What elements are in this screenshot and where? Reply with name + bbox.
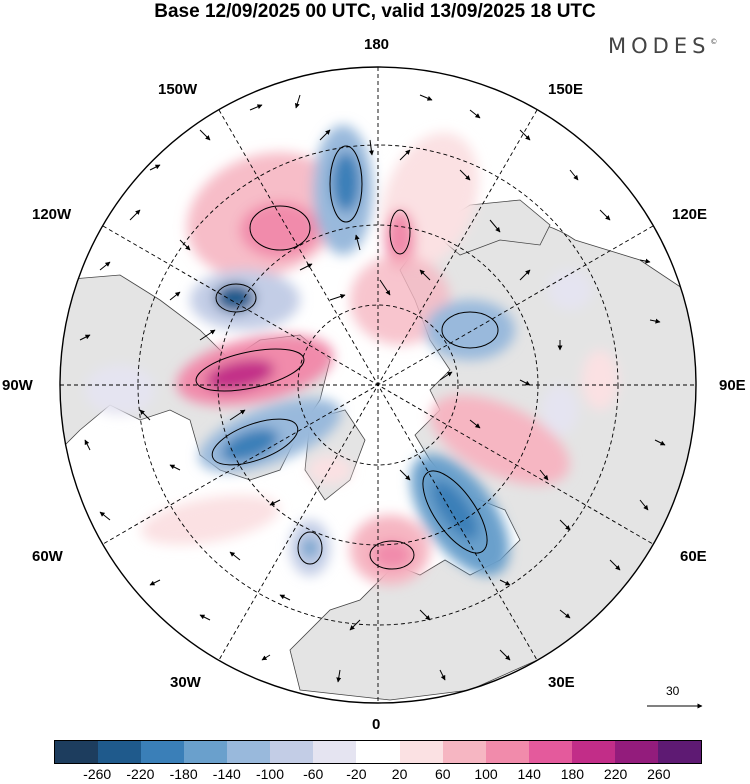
colorbar-segment [528,741,572,763]
positive-anomaly-core [205,359,275,391]
positive-anomaly-core [385,210,415,270]
negative-anomaly-core [332,152,360,212]
brand-logo: MODES© [608,34,717,58]
colorbar-label: 20 [391,766,408,782]
colorbar-label: -220 [126,766,155,782]
negative-anomaly-core [431,480,479,540]
colorbar-label: 220 [603,766,628,782]
colorbar-segment [184,741,228,763]
colorbar-label: -180 [169,766,198,782]
positive-anomaly [582,350,618,410]
colorbar-segment [614,741,658,763]
negative-anomaly [85,365,155,415]
colorbar-segment [399,741,443,763]
colorbar-segment [657,741,701,763]
colorbar-label: -260 [83,766,112,782]
lon-label-90w: 90W [2,377,33,394]
positive-anomaly [430,395,570,485]
negative-anomaly [542,385,578,435]
wind-vectors [79,94,666,683]
colorbar-segment [356,741,400,763]
colorbar-segment [98,741,142,763]
colorbar-segment [227,741,271,763]
lon-label-90e: 90E [719,377,746,394]
graticule [60,67,696,703]
lon-label-0: 0 [372,716,381,733]
colorbar-label: -60 [303,766,324,782]
lon-label-30w: 30W [170,674,201,691]
anomaly-field [85,125,618,585]
lon-label-150e: 150E [548,81,584,98]
colorbar-segment [270,741,314,763]
lon-label-120e: 120E [672,206,708,223]
lon-label-60w: 60W [32,548,63,565]
colorbar-segment [313,741,357,763]
negative-anomaly-core [215,284,255,312]
contour-lines [195,145,499,570]
colorbar-label: -140 [212,766,241,782]
copyright-mark: © [710,38,718,46]
colorbar-segment [571,741,615,763]
negative-anomaly [548,270,592,310]
negative-anomaly [425,300,515,360]
map-border [59,66,697,704]
colorbar-label: 180 [560,766,585,782]
map-title: Base 12/09/2025 00 UTC, valid 13/09/2025… [154,1,596,22]
lon-label-120w: 120W [32,206,72,223]
colorbar-segment [141,741,185,763]
lon-label-60e: 60E [680,548,707,565]
lon-label-180: 180 [364,36,390,53]
colorbar [54,740,702,764]
brand-name: MODES [608,34,711,58]
colorbar-label: -100 [255,766,285,782]
colorbar-label: 140 [517,766,541,782]
vector-reference-label: 30 [666,684,680,698]
colorbar-label: 100 [474,766,498,782]
positive-anomaly [350,255,450,345]
colorbar-labels: -260 -220 -180 -140 -100 -60 -20 20 60 100 140 180 2… [0,766,750,784]
positive-anomaly [308,456,352,484]
colorbar-label: 260 [647,766,671,782]
colorbar-segment [55,741,99,763]
colorbar-label: -20 [346,766,367,782]
positive-anomaly-core [372,541,412,569]
colorbar-segment [442,741,486,763]
positive-anomaly [140,495,280,545]
negative-anomaly-core [302,538,318,558]
colorbar-segment [485,741,529,763]
lon-label-30e: 30E [548,674,575,691]
lon-label-150w: 150W [158,81,198,98]
negative-anomaly-core [221,428,279,462]
colorbar-label: 60 [435,766,451,782]
